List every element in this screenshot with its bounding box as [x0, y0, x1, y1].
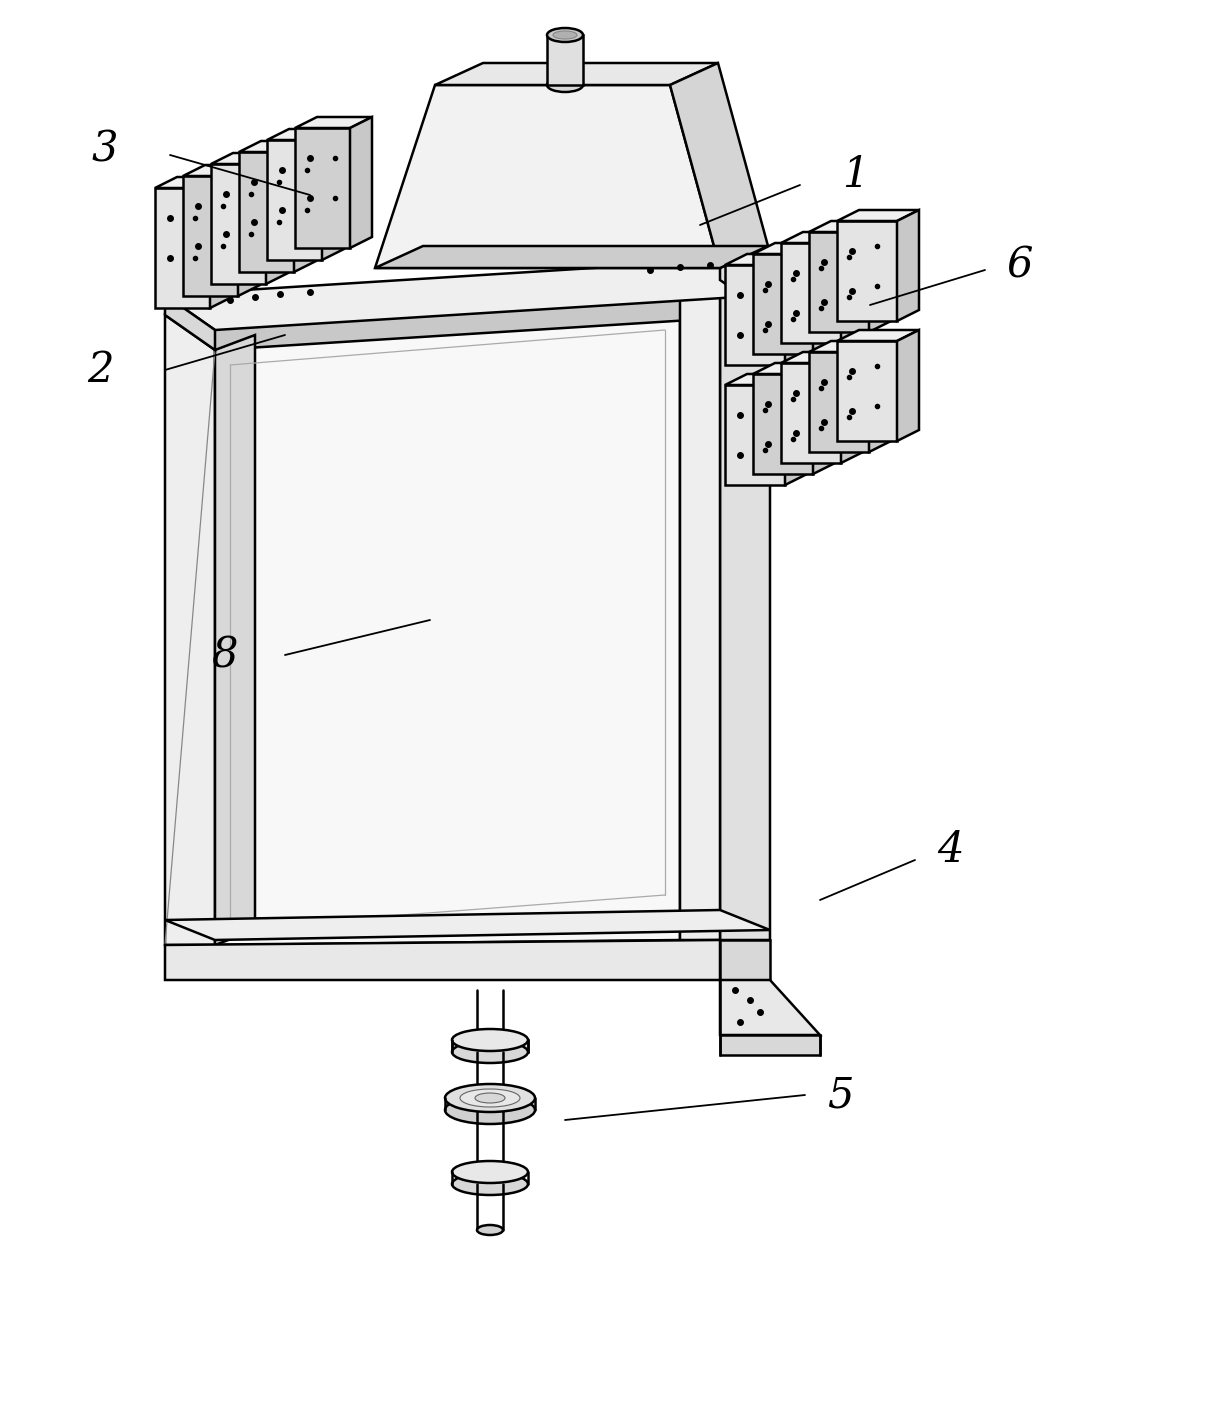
Polygon shape: [239, 152, 294, 273]
Polygon shape: [809, 222, 891, 232]
Polygon shape: [841, 352, 863, 463]
Polygon shape: [720, 940, 770, 980]
Text: 5: 5: [827, 1075, 853, 1115]
Polygon shape: [451, 1041, 528, 1052]
Polygon shape: [837, 210, 919, 222]
Text: 2: 2: [87, 349, 113, 391]
Ellipse shape: [553, 31, 577, 40]
Polygon shape: [350, 117, 372, 249]
Ellipse shape: [475, 1093, 505, 1103]
Polygon shape: [753, 374, 813, 474]
Polygon shape: [809, 342, 891, 352]
Polygon shape: [215, 335, 255, 945]
Polygon shape: [165, 295, 215, 350]
Polygon shape: [753, 254, 813, 354]
Ellipse shape: [445, 1084, 536, 1113]
Polygon shape: [725, 254, 806, 265]
Polygon shape: [784, 374, 806, 484]
Polygon shape: [266, 152, 288, 284]
Polygon shape: [813, 363, 834, 474]
Polygon shape: [837, 330, 919, 342]
Polygon shape: [781, 352, 863, 363]
Polygon shape: [183, 165, 260, 176]
Polygon shape: [897, 330, 919, 441]
Ellipse shape: [451, 1029, 528, 1051]
Polygon shape: [375, 85, 720, 268]
Polygon shape: [211, 152, 288, 164]
Polygon shape: [784, 254, 806, 364]
Polygon shape: [720, 980, 820, 1035]
Polygon shape: [210, 176, 232, 308]
Polygon shape: [294, 141, 316, 273]
Ellipse shape: [445, 1096, 536, 1124]
Polygon shape: [238, 165, 260, 297]
Polygon shape: [239, 141, 316, 152]
Polygon shape: [547, 35, 583, 85]
Polygon shape: [436, 64, 719, 85]
Ellipse shape: [477, 1226, 503, 1236]
Polygon shape: [725, 385, 784, 484]
Ellipse shape: [547, 28, 583, 42]
Polygon shape: [837, 222, 897, 321]
Polygon shape: [781, 363, 841, 463]
Polygon shape: [897, 210, 919, 321]
Polygon shape: [670, 64, 769, 268]
Polygon shape: [165, 315, 215, 945]
Ellipse shape: [547, 78, 583, 92]
Text: 3: 3: [92, 128, 118, 171]
Polygon shape: [720, 260, 770, 315]
Polygon shape: [753, 363, 834, 374]
Polygon shape: [725, 265, 784, 364]
Polygon shape: [267, 140, 322, 260]
Polygon shape: [183, 176, 238, 297]
Ellipse shape: [451, 1041, 528, 1063]
Polygon shape: [165, 280, 770, 350]
Polygon shape: [809, 352, 869, 452]
Polygon shape: [813, 243, 834, 354]
Text: 8: 8: [212, 634, 238, 676]
Ellipse shape: [460, 1089, 520, 1107]
Polygon shape: [211, 164, 266, 284]
Polygon shape: [322, 128, 344, 260]
Text: 6: 6: [1006, 244, 1033, 287]
Polygon shape: [267, 128, 344, 140]
Polygon shape: [809, 232, 869, 332]
Ellipse shape: [451, 1161, 528, 1183]
Polygon shape: [725, 374, 806, 385]
Polygon shape: [869, 222, 891, 332]
Polygon shape: [295, 128, 350, 249]
Polygon shape: [215, 315, 680, 945]
Polygon shape: [781, 232, 863, 243]
Polygon shape: [295, 117, 372, 128]
Polygon shape: [680, 263, 720, 940]
Polygon shape: [155, 176, 232, 188]
Polygon shape: [375, 246, 769, 268]
Polygon shape: [165, 260, 770, 330]
Polygon shape: [155, 188, 210, 308]
Polygon shape: [165, 940, 720, 980]
Polygon shape: [753, 243, 834, 254]
Polygon shape: [781, 243, 841, 343]
Ellipse shape: [451, 1173, 528, 1195]
Polygon shape: [165, 909, 770, 940]
Polygon shape: [720, 1035, 820, 1055]
Polygon shape: [869, 342, 891, 452]
Text: 4: 4: [937, 829, 964, 871]
Polygon shape: [837, 342, 897, 441]
Polygon shape: [841, 232, 863, 343]
Polygon shape: [720, 280, 770, 940]
Text: 1: 1: [842, 154, 869, 196]
